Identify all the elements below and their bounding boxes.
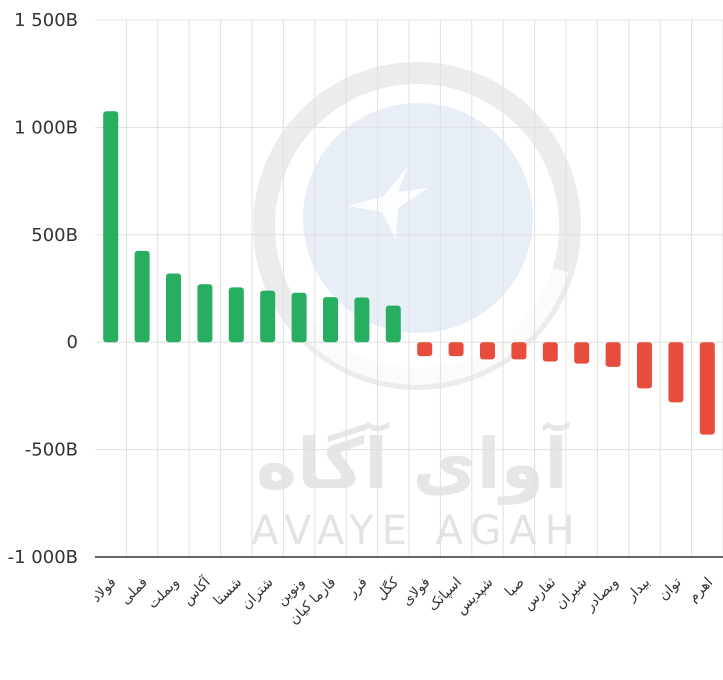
x-tick-label: شیران [552,575,590,613]
bar[interactable] [637,342,652,389]
bar[interactable] [291,292,307,343]
bar[interactable] [605,342,621,367]
y-tick-label: 1 000B [14,117,78,138]
bar[interactable] [134,250,150,343]
x-tick-label: صبا [502,575,528,601]
bar[interactable] [103,111,119,343]
grid-lines [95,19,723,557]
y-tick-label: 500B [31,225,78,246]
bars [103,111,715,435]
x-tick-label: آکاس [179,573,214,608]
watermark-text-en: AVAYE AGAH [251,508,582,554]
x-tick-label: فرر [344,575,371,602]
bar[interactable] [480,342,495,360]
x-tick-label: توان [656,574,685,603]
bar[interactable] [511,342,527,360]
bar[interactable] [542,342,558,362]
watermark-text-fa: آوای آگاه [256,421,570,505]
x-tick-label: شتران [238,575,276,613]
y-tick-label: -500B [25,440,78,461]
bar[interactable] [354,297,370,343]
x-tick-label: اهرم [685,575,716,606]
x-tick-label: وبملت [145,575,183,613]
x-tick-label: ثفارس [520,574,559,613]
watermark-text: آوای آگاه AVAYE AGAH [251,421,582,554]
bar[interactable] [323,297,338,343]
bar[interactable] [699,342,715,435]
y-axis-ticks: 1 500B 1 000B 500B 0 -500B -1 000B [8,10,78,568]
y-tick-label: 1 500B [14,10,78,31]
x-tick-label: کگل [372,574,402,604]
bar[interactable] [197,284,213,343]
bar[interactable] [417,342,433,357]
y-tick-label: -1 000B [8,547,78,568]
bar[interactable] [448,342,464,357]
bar[interactable] [166,273,181,343]
watermark-logo [253,62,581,390]
x-tick-label: فولاد [88,575,119,606]
x-tick-label: بیدار [623,575,653,605]
x-tick-label: وبصادر [582,575,622,615]
y-tick-label: 0 [67,332,78,353]
bar[interactable] [668,342,684,403]
bar[interactable] [260,290,276,343]
bar[interactable] [228,287,244,343]
bar[interactable] [574,342,590,364]
bar[interactable] [385,305,401,343]
